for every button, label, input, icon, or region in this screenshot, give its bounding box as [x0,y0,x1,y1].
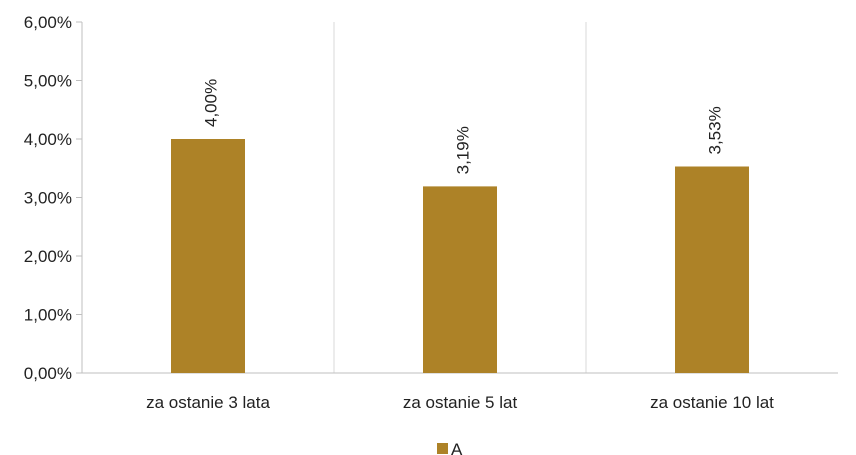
y-tick-label: 0,00% [24,364,72,383]
legend-label: A [451,440,463,455]
bar [675,166,749,373]
data-label: 3,53% [705,106,724,154]
category-separators [333,22,587,373]
bar [171,139,245,373]
bar [423,186,497,373]
y-tick-label: 1,00% [24,306,72,325]
y-axis-ticks: 0,00% 1,00% 2,00% 3,00% 4,00% 5,00% 6,00% [24,13,82,383]
y-tick-label: 4,00% [24,130,72,149]
x-axis-categories: za ostanie 3 lata za ostanie 5 lat za osta… [146,393,774,412]
x-category-label: za ostanie 10 lat [650,393,774,412]
data-label: 4,00% [201,79,220,127]
y-tick-label: 2,00% [24,247,72,266]
y-tick-label: 3,00% [24,189,72,208]
bars [171,139,749,373]
y-tick-label: 5,00% [24,72,72,91]
y-tick-label: 6,00% [24,13,72,32]
x-category-label: za ostanie 3 lata [146,393,270,412]
data-label: 3,19% [453,126,472,174]
legend: A [437,440,463,455]
data-labels: 4,00% 3,19% 3,53% [201,79,724,175]
x-category-label: za ostanie 5 lat [403,393,518,412]
legend-swatch [437,443,448,454]
